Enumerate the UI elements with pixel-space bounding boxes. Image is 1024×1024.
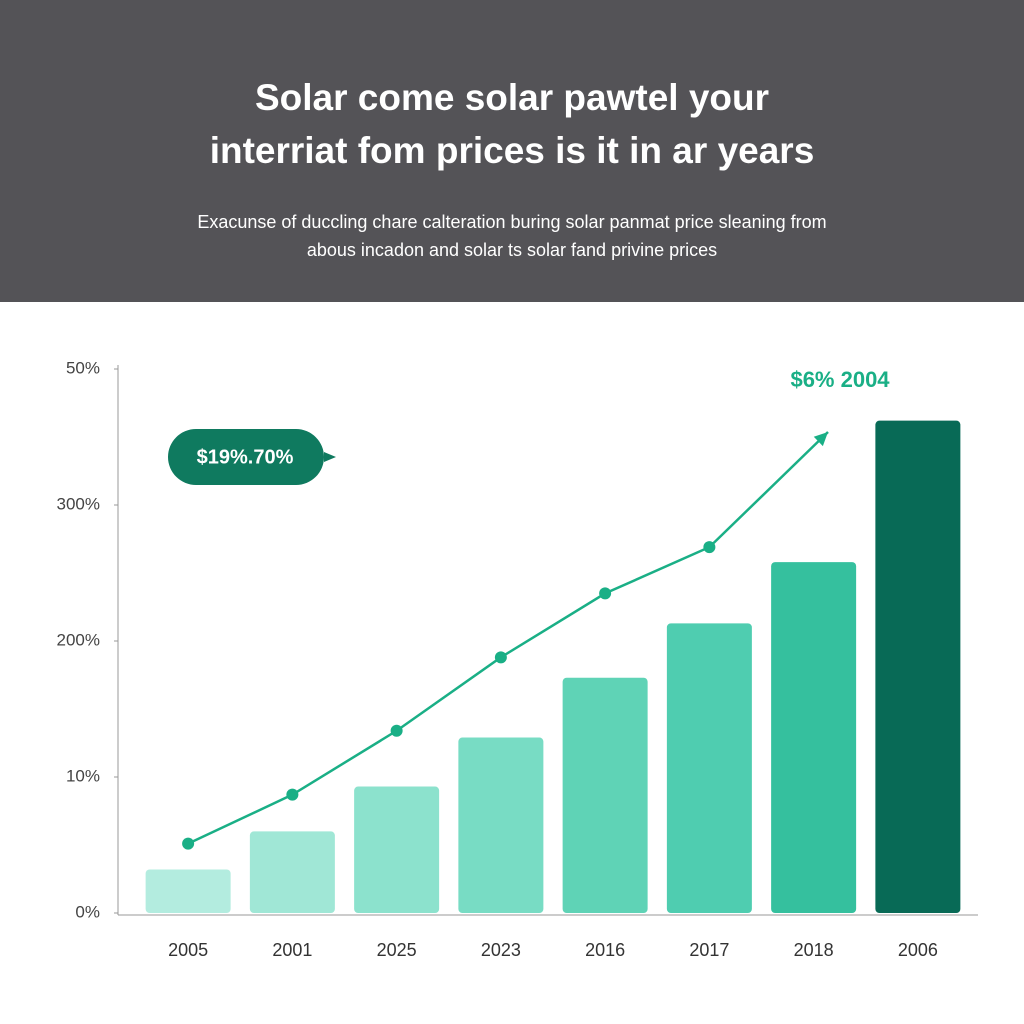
x-tick-label: 2006: [898, 940, 938, 960]
line-point: [182, 837, 195, 850]
chart-title: Solar come solar pawtel your: [255, 77, 769, 118]
bar: [354, 786, 440, 913]
x-tick-label: 2017: [689, 940, 729, 960]
line-point: [286, 788, 299, 801]
bar: [771, 562, 857, 913]
x-tick-label: 2018: [794, 940, 834, 960]
x-tick-label: 2005: [168, 940, 208, 960]
y-tick-label: 50%: [66, 358, 100, 377]
annotation: $19%.70%: [197, 446, 294, 468]
line-point: [703, 541, 716, 554]
x-tick-label: 2001: [272, 940, 312, 960]
arrow-head: [813, 432, 828, 447]
bar: [458, 737, 544, 913]
chart-title: interriat fom prices is it in ar years: [210, 130, 815, 171]
trend-line: [187, 546, 710, 845]
line-point: [599, 587, 612, 600]
trend-arrow: [708, 431, 829, 549]
chart-subtitle: Exacunse of duccling chare calteration b…: [197, 212, 826, 232]
line-point: [494, 651, 507, 664]
chart-subtitle: abous incadon and solar ts solar fand pr…: [307, 240, 717, 260]
header-band: [0, 0, 1024, 302]
annotation-pill: [168, 429, 336, 485]
annotation: $6% 2004: [790, 367, 890, 392]
line-point: [390, 724, 403, 737]
bar: [249, 831, 335, 913]
y-tick-label: 0%: [75, 902, 100, 921]
y-tick-label: 300%: [57, 494, 100, 513]
x-tick-label: 2025: [377, 940, 417, 960]
bar: [145, 869, 231, 913]
bar: [666, 623, 752, 913]
bar: [562, 677, 648, 913]
bar: [875, 420, 961, 913]
x-tick-label: 2023: [481, 940, 521, 960]
x-tick-label: 2016: [585, 940, 625, 960]
y-tick-label: 200%: [57, 630, 100, 649]
y-tick-label: 10%: [66, 766, 100, 785]
